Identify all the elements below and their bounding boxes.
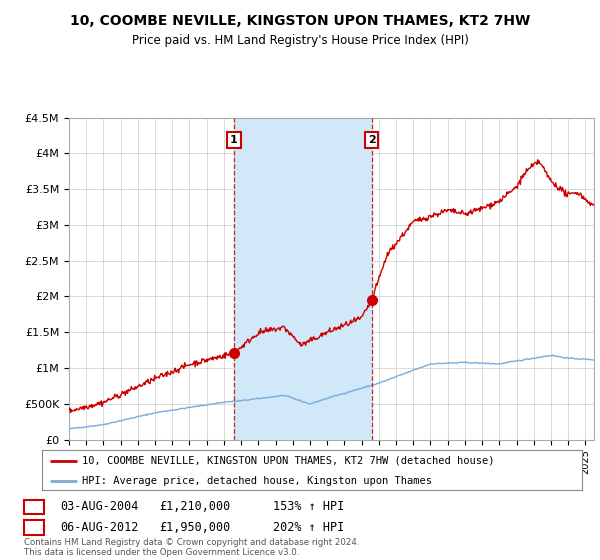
Text: £1,210,000: £1,210,000 bbox=[159, 500, 230, 514]
Text: Price paid vs. HM Land Registry's House Price Index (HPI): Price paid vs. HM Land Registry's House … bbox=[131, 34, 469, 46]
Text: 1: 1 bbox=[230, 135, 238, 145]
Text: 1: 1 bbox=[30, 500, 38, 514]
Text: 10, COOMBE NEVILLE, KINGSTON UPON THAMES, KT2 7HW: 10, COOMBE NEVILLE, KINGSTON UPON THAMES… bbox=[70, 14, 530, 28]
Text: 2: 2 bbox=[30, 521, 38, 534]
Text: £1,950,000: £1,950,000 bbox=[159, 521, 230, 534]
Bar bbox=[234, 118, 371, 440]
Text: 03-AUG-2004: 03-AUG-2004 bbox=[60, 500, 139, 514]
Text: 2: 2 bbox=[368, 135, 376, 145]
Text: HPI: Average price, detached house, Kingston upon Thames: HPI: Average price, detached house, King… bbox=[83, 476, 433, 486]
Text: Contains HM Land Registry data © Crown copyright and database right 2024.
This d: Contains HM Land Registry data © Crown c… bbox=[24, 538, 359, 557]
Text: 06-AUG-2012: 06-AUG-2012 bbox=[60, 521, 139, 534]
Text: 10, COOMBE NEVILLE, KINGSTON UPON THAMES, KT2 7HW (detached house): 10, COOMBE NEVILLE, KINGSTON UPON THAMES… bbox=[83, 456, 495, 466]
Text: 202% ↑ HPI: 202% ↑ HPI bbox=[273, 521, 344, 534]
Text: 153% ↑ HPI: 153% ↑ HPI bbox=[273, 500, 344, 514]
